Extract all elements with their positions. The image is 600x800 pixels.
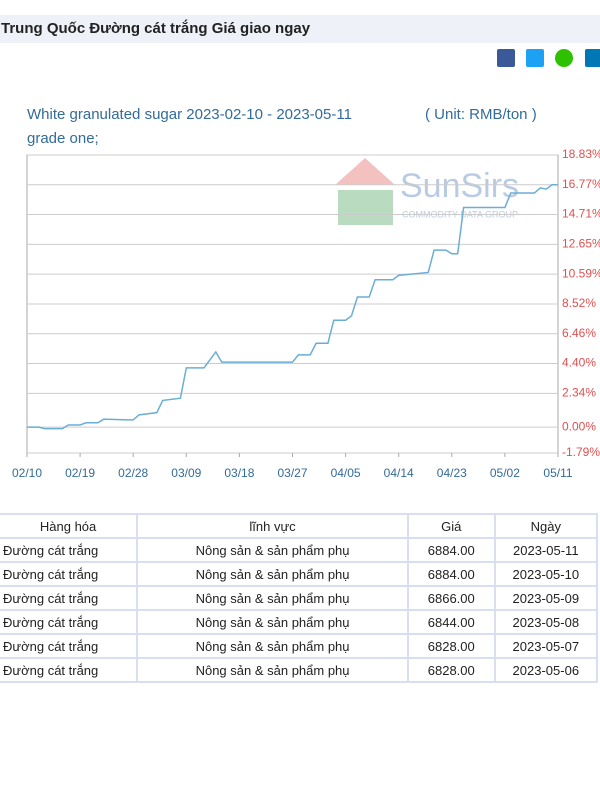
x-tick-label: 03/18	[224, 466, 254, 480]
column-header: Giá	[406, 513, 496, 539]
watermark-brand: SunSirs	[400, 167, 519, 205]
table-cell: 6866.00	[406, 585, 496, 611]
facebook-icon[interactable]	[497, 49, 515, 67]
table-row: Đường cát trắng Nông sản & sản phẩm phụ 68…	[0, 657, 599, 683]
table-cell: 2023-05-11	[493, 537, 599, 563]
table-row: Đường cát trắng Nông sản & sản phẩm phụ 68…	[0, 633, 599, 659]
table-cell: 2023-05-09	[493, 585, 599, 611]
table-header: Hàng hóa lĩnh vực Giá Ngày	[0, 513, 599, 539]
table-cell: Đường cát trắng	[0, 537, 139, 563]
x-tick-label: 05/11	[543, 466, 572, 480]
table-cell: Đường cát trắng	[0, 633, 139, 659]
table-cell: Đường cát trắng	[0, 561, 139, 587]
x-tick-label: 04/05	[331, 466, 361, 480]
x-tick-label: 02/19	[65, 466, 95, 480]
column-header: Ngày	[493, 513, 599, 539]
table-cell: Đường cát trắng	[0, 657, 139, 683]
price-line	[27, 184, 558, 430]
table-cell: Nông sản & sản phẩm phụ	[136, 609, 409, 635]
x-tick-label: 03/27	[277, 466, 307, 480]
x-tick-label: 04/23	[437, 466, 467, 480]
table-cell: Nông sản & sản phẩm phụ	[136, 633, 409, 659]
y-tick-label: 4.40%	[562, 356, 596, 370]
y-tick-label: 0.00%	[562, 419, 596, 433]
x-tick-label: 03/09	[171, 466, 201, 480]
chart-subtitle: grade one;	[27, 130, 99, 147]
table-row: Đường cát trắng Nông sản & sản phẩm phụ 68…	[0, 609, 599, 635]
table-cell: Nông sản & sản phẩm phụ	[136, 585, 409, 611]
column-header: Hàng hóa	[0, 513, 139, 539]
table-row: Đường cát trắng Nông sản & sản phẩm phụ 68…	[0, 561, 599, 587]
y-tick-label: 6.46%	[562, 326, 596, 340]
x-tick-label: 02/28	[118, 466, 148, 480]
table-body: Đường cát trắng Nông sản & sản phẩm phụ 68…	[0, 537, 599, 683]
watermark-logo	[338, 190, 393, 225]
watermark-logo	[335, 158, 395, 185]
table-cell: Nông sản & sản phẩm phụ	[136, 657, 409, 683]
table-cell: Nông sản & sản phẩm phụ	[136, 561, 409, 587]
chart-title: White granulated sugar 2023-02-10 - 2023…	[27, 106, 352, 123]
wechat-icon[interactable]	[555, 49, 573, 67]
twitter-icon[interactable]	[526, 49, 544, 67]
x-tick-label: 04/14	[384, 466, 414, 480]
table-cell: 2023-05-07	[493, 633, 599, 659]
table-cell: Đường cát trắng	[0, 585, 139, 611]
y-tick-label: 12.65%	[562, 236, 600, 250]
y-tick-label: -1.79%	[562, 445, 600, 459]
table-cell: 6828.00	[406, 657, 496, 683]
y-tick-label: 16.77%	[562, 177, 600, 191]
table-cell: 6884.00	[406, 561, 496, 587]
table-cell: Nông sản & sản phẩm phụ	[136, 537, 409, 563]
table-cell: 2023-05-10	[493, 561, 599, 587]
table-cell: Đường cát trắng	[0, 609, 139, 635]
table-cell: 6844.00	[406, 609, 496, 635]
table-row: Đường cát trắng Nông sản & sản phẩm phụ 68…	[0, 585, 599, 611]
table-cell: 6884.00	[406, 537, 496, 563]
linkedin-icon[interactable]	[585, 49, 600, 67]
price-table: Hàng hóa lĩnh vực Giá Ngày Đường cát trắng N…	[0, 513, 599, 683]
y-tick-label: 14.71%	[562, 207, 600, 221]
table-row: Đường cát trắng Nông sản & sản phẩm phụ 68…	[0, 537, 599, 563]
chart-unit: ( Unit: RMB/ton )	[425, 106, 537, 123]
table-cell: 2023-05-06	[493, 657, 599, 683]
page-header: Trung Quốc Đường cát trắng Giá giao ngay	[0, 15, 600, 43]
x-tick-label: 05/02	[490, 466, 520, 480]
column-header: lĩnh vực	[136, 513, 409, 539]
y-tick-label: 10.59%	[562, 266, 600, 280]
table-cell: 6828.00	[406, 633, 496, 659]
y-tick-label: 18.83%	[562, 147, 600, 161]
share-icons	[497, 49, 600, 67]
x-tick-label: 02/10	[12, 466, 42, 480]
table-cell: 2023-05-08	[493, 609, 599, 635]
y-tick-label: 8.52%	[562, 296, 596, 310]
y-tick-label: 2.34%	[562, 385, 596, 399]
